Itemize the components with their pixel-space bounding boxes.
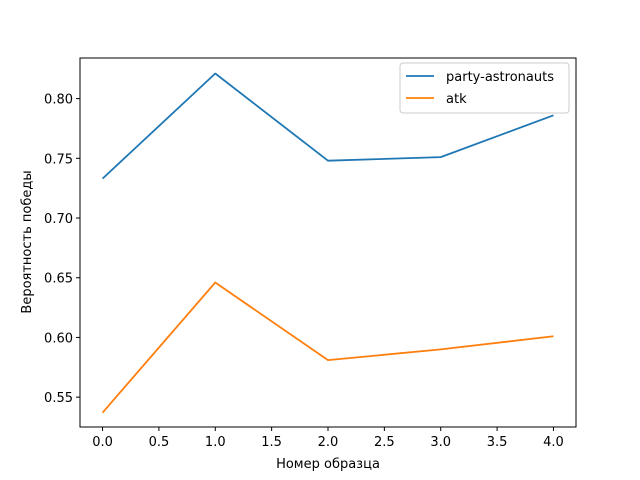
y-tick-label: 0.80 xyxy=(44,93,73,108)
x-tick-label: 0.5 xyxy=(149,435,170,450)
series-line-party-astronauts xyxy=(101,72,554,180)
x-tick-label: 3.5 xyxy=(487,435,508,450)
x-tick-label: 2.5 xyxy=(374,435,395,450)
x-tick-label: 1.5 xyxy=(261,435,282,450)
x-axis-ticks: 0.0 0.5 1.0 1.5 2.0 2.5 3.0 3.5 4.0 xyxy=(92,427,564,450)
legend-label: party-astronauts xyxy=(446,70,554,85)
y-tick-label: 0.70 xyxy=(44,212,73,227)
legend: party-astronauts atk xyxy=(399,62,570,114)
plot-area xyxy=(80,58,576,427)
series-line-atk xyxy=(101,281,554,414)
y-tick-label: 0.60 xyxy=(44,331,73,346)
y-tick-label: 0.65 xyxy=(44,272,73,287)
x-tick-label: 3.0 xyxy=(430,435,451,450)
plot-frame xyxy=(79,57,577,428)
y-axis-ticks: 0.55 0.60 0.65 0.70 0.75 0.80 xyxy=(44,93,80,406)
x-tick-label: 0.0 xyxy=(92,435,113,450)
x-tick-label: 2.0 xyxy=(318,435,339,450)
legend-label: atk xyxy=(446,92,467,107)
legend-box xyxy=(399,62,570,114)
y-tick-label: 0.75 xyxy=(44,152,73,167)
x-tick-label: 1.0 xyxy=(205,435,226,450)
x-axis-label: Номер образца xyxy=(276,457,380,472)
x-tick-label: 4.0 xyxy=(543,435,564,450)
y-tick-label: 0.55 xyxy=(44,391,73,406)
series-layer xyxy=(101,72,554,414)
y-axis-label: Вероятность победы xyxy=(20,170,35,313)
